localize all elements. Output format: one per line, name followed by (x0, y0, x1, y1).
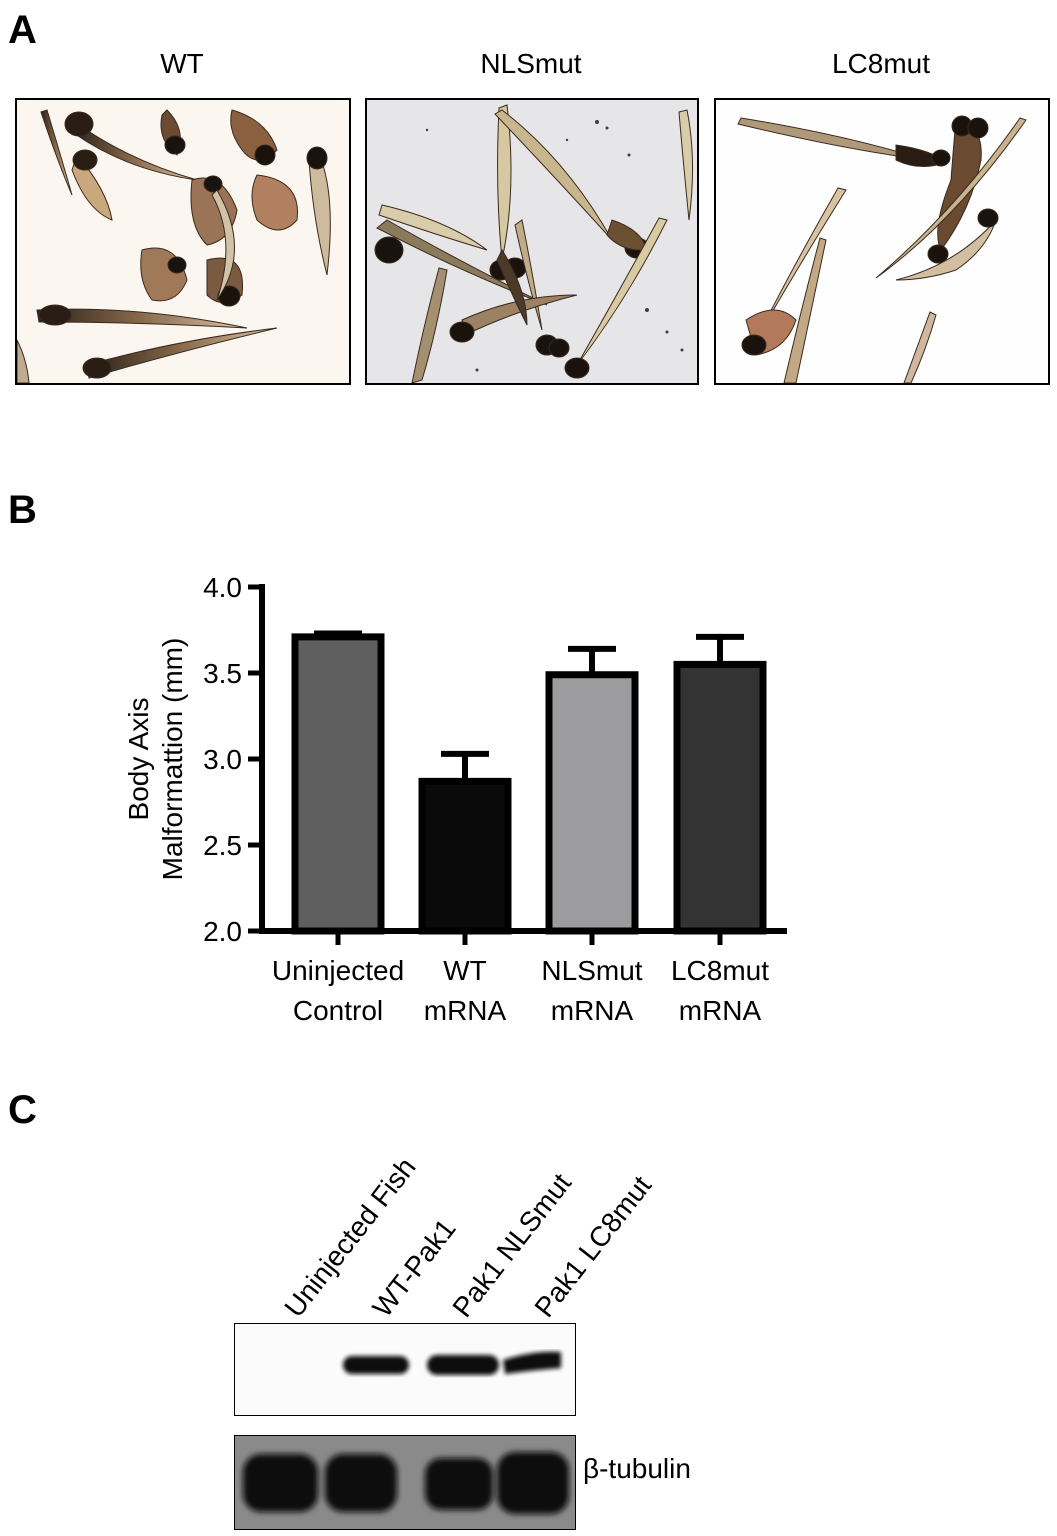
bar (673, 660, 767, 935)
larvae-photo-wt (15, 98, 351, 385)
western-blot-pak1 (234, 1323, 576, 1416)
y-tick-label: 2.0 (203, 916, 242, 947)
panel-letter-b: B (8, 488, 37, 532)
image-label-nlsmut: NLSmut (480, 48, 582, 79)
x-tick-label: LC8mut (671, 955, 769, 986)
larvae-photo-nlsmut (365, 98, 699, 385)
y-tick-label: 4.0 (203, 572, 242, 603)
x-tick-label: Control (293, 995, 383, 1026)
x-tick-label: Uninjected (272, 955, 404, 986)
x-tick-label: mRNA (551, 995, 634, 1026)
x-tick-label: WT (443, 955, 487, 986)
beta-tubulin-label: β-tubulin (583, 1453, 691, 1484)
bar (291, 633, 385, 935)
x-tick-label: NLSmut (541, 955, 642, 986)
bar (418, 777, 512, 935)
y-axis-label: Malformattion (mm) (157, 638, 188, 881)
image-label-wt: WT (160, 48, 204, 79)
image-label-lc8mut: LC8mut (831, 48, 931, 79)
bar (545, 671, 639, 935)
y-tick-label: 3.5 (203, 658, 242, 689)
x-tick-label: mRNA (424, 995, 507, 1026)
panel-letter-a: A (8, 8, 37, 52)
y-tick-label: 2.5 (203, 830, 242, 861)
panel-letter-c: C (8, 1088, 37, 1132)
y-axis-label: Body Axis (123, 698, 154, 821)
x-tick-label: mRNA (679, 995, 762, 1026)
larvae-photo-lc8mut (714, 98, 1050, 385)
y-tick-label: 3.0 (203, 744, 242, 775)
western-blot-beta-tubulin (234, 1435, 576, 1530)
